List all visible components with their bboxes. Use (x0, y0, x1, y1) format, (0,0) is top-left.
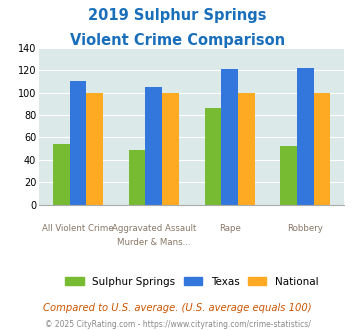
Bar (204, 108, 221, 205)
Text: Robbery: Robbery (288, 224, 323, 233)
Legend: Sulphur Springs, Texas, National: Sulphur Springs, Texas, National (61, 273, 323, 291)
Bar (70, 82, 86, 205)
Bar (297, 68, 314, 205)
Bar (280, 147, 297, 205)
Bar (53, 144, 70, 205)
Bar (146, 87, 162, 205)
Text: Murder & Mans...: Murder & Mans... (117, 238, 191, 247)
Bar (314, 93, 331, 205)
Bar (86, 93, 103, 205)
Text: Aggravated Assault: Aggravated Assault (111, 224, 196, 233)
Text: All Violent Crime: All Violent Crime (42, 224, 114, 233)
Text: Compared to U.S. average. (U.S. average equals 100): Compared to U.S. average. (U.S. average … (43, 303, 312, 313)
Text: Violent Crime Comparison: Violent Crime Comparison (70, 33, 285, 48)
Text: 2019 Sulphur Springs: 2019 Sulphur Springs (88, 8, 267, 23)
Bar (129, 150, 146, 205)
Bar (238, 93, 255, 205)
Bar (162, 93, 179, 205)
Text: © 2025 CityRating.com - https://www.cityrating.com/crime-statistics/: © 2025 CityRating.com - https://www.city… (45, 320, 310, 329)
Text: Rape: Rape (219, 224, 241, 233)
Bar (221, 69, 238, 205)
